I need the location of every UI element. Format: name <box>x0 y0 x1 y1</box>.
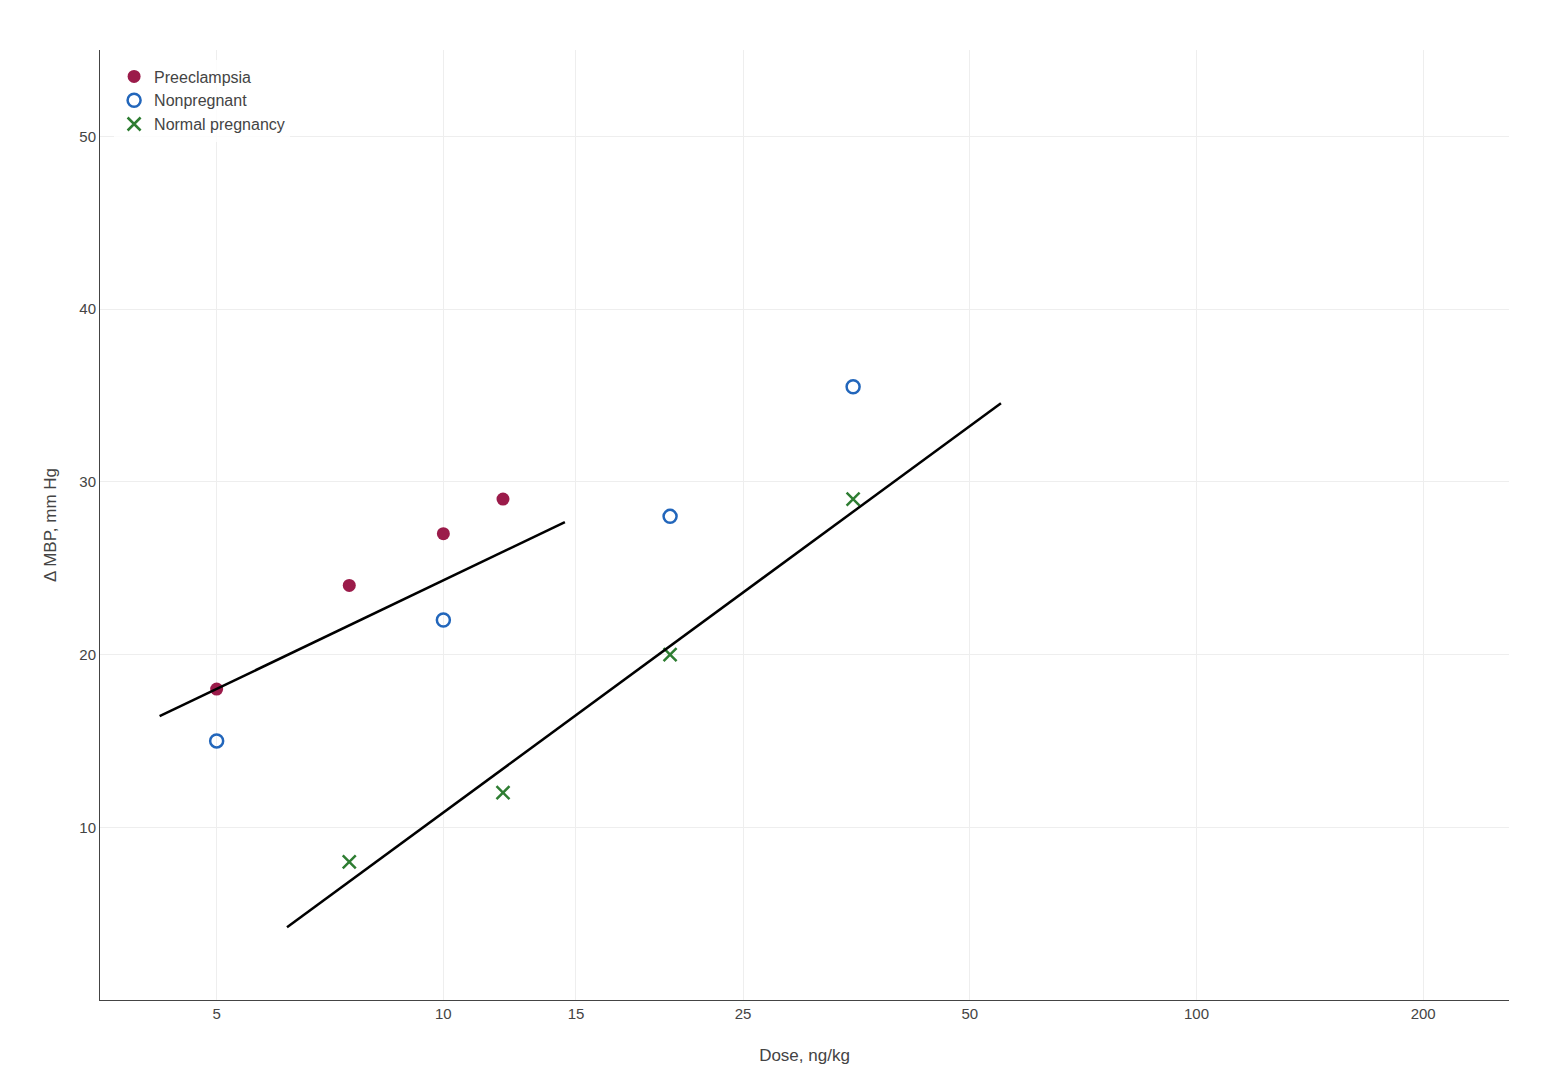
svg-text:5: 5 <box>212 1005 220 1022</box>
svg-text:50: 50 <box>961 1005 978 1022</box>
svg-text:200: 200 <box>1411 1005 1436 1022</box>
svg-text:Nonpregnant: Nonpregnant <box>154 92 247 109</box>
svg-text:15: 15 <box>568 1005 585 1022</box>
svg-text:Normal pregnancy: Normal pregnancy <box>154 116 285 133</box>
svg-text:Δ MBP, mm Hg: Δ MBP, mm Hg <box>41 468 60 582</box>
svg-text:10: 10 <box>79 819 96 836</box>
svg-text:30: 30 <box>79 473 96 490</box>
svg-text:50: 50 <box>79 128 96 145</box>
svg-text:100: 100 <box>1184 1005 1209 1022</box>
svg-text:Preeclampsia: Preeclampsia <box>154 69 251 86</box>
svg-text:Dose, ng/kg: Dose, ng/kg <box>759 1046 850 1065</box>
svg-text:40: 40 <box>79 300 96 317</box>
svg-text:25: 25 <box>735 1005 752 1022</box>
svg-text:10: 10 <box>435 1005 452 1022</box>
svg-text:20: 20 <box>79 646 96 663</box>
